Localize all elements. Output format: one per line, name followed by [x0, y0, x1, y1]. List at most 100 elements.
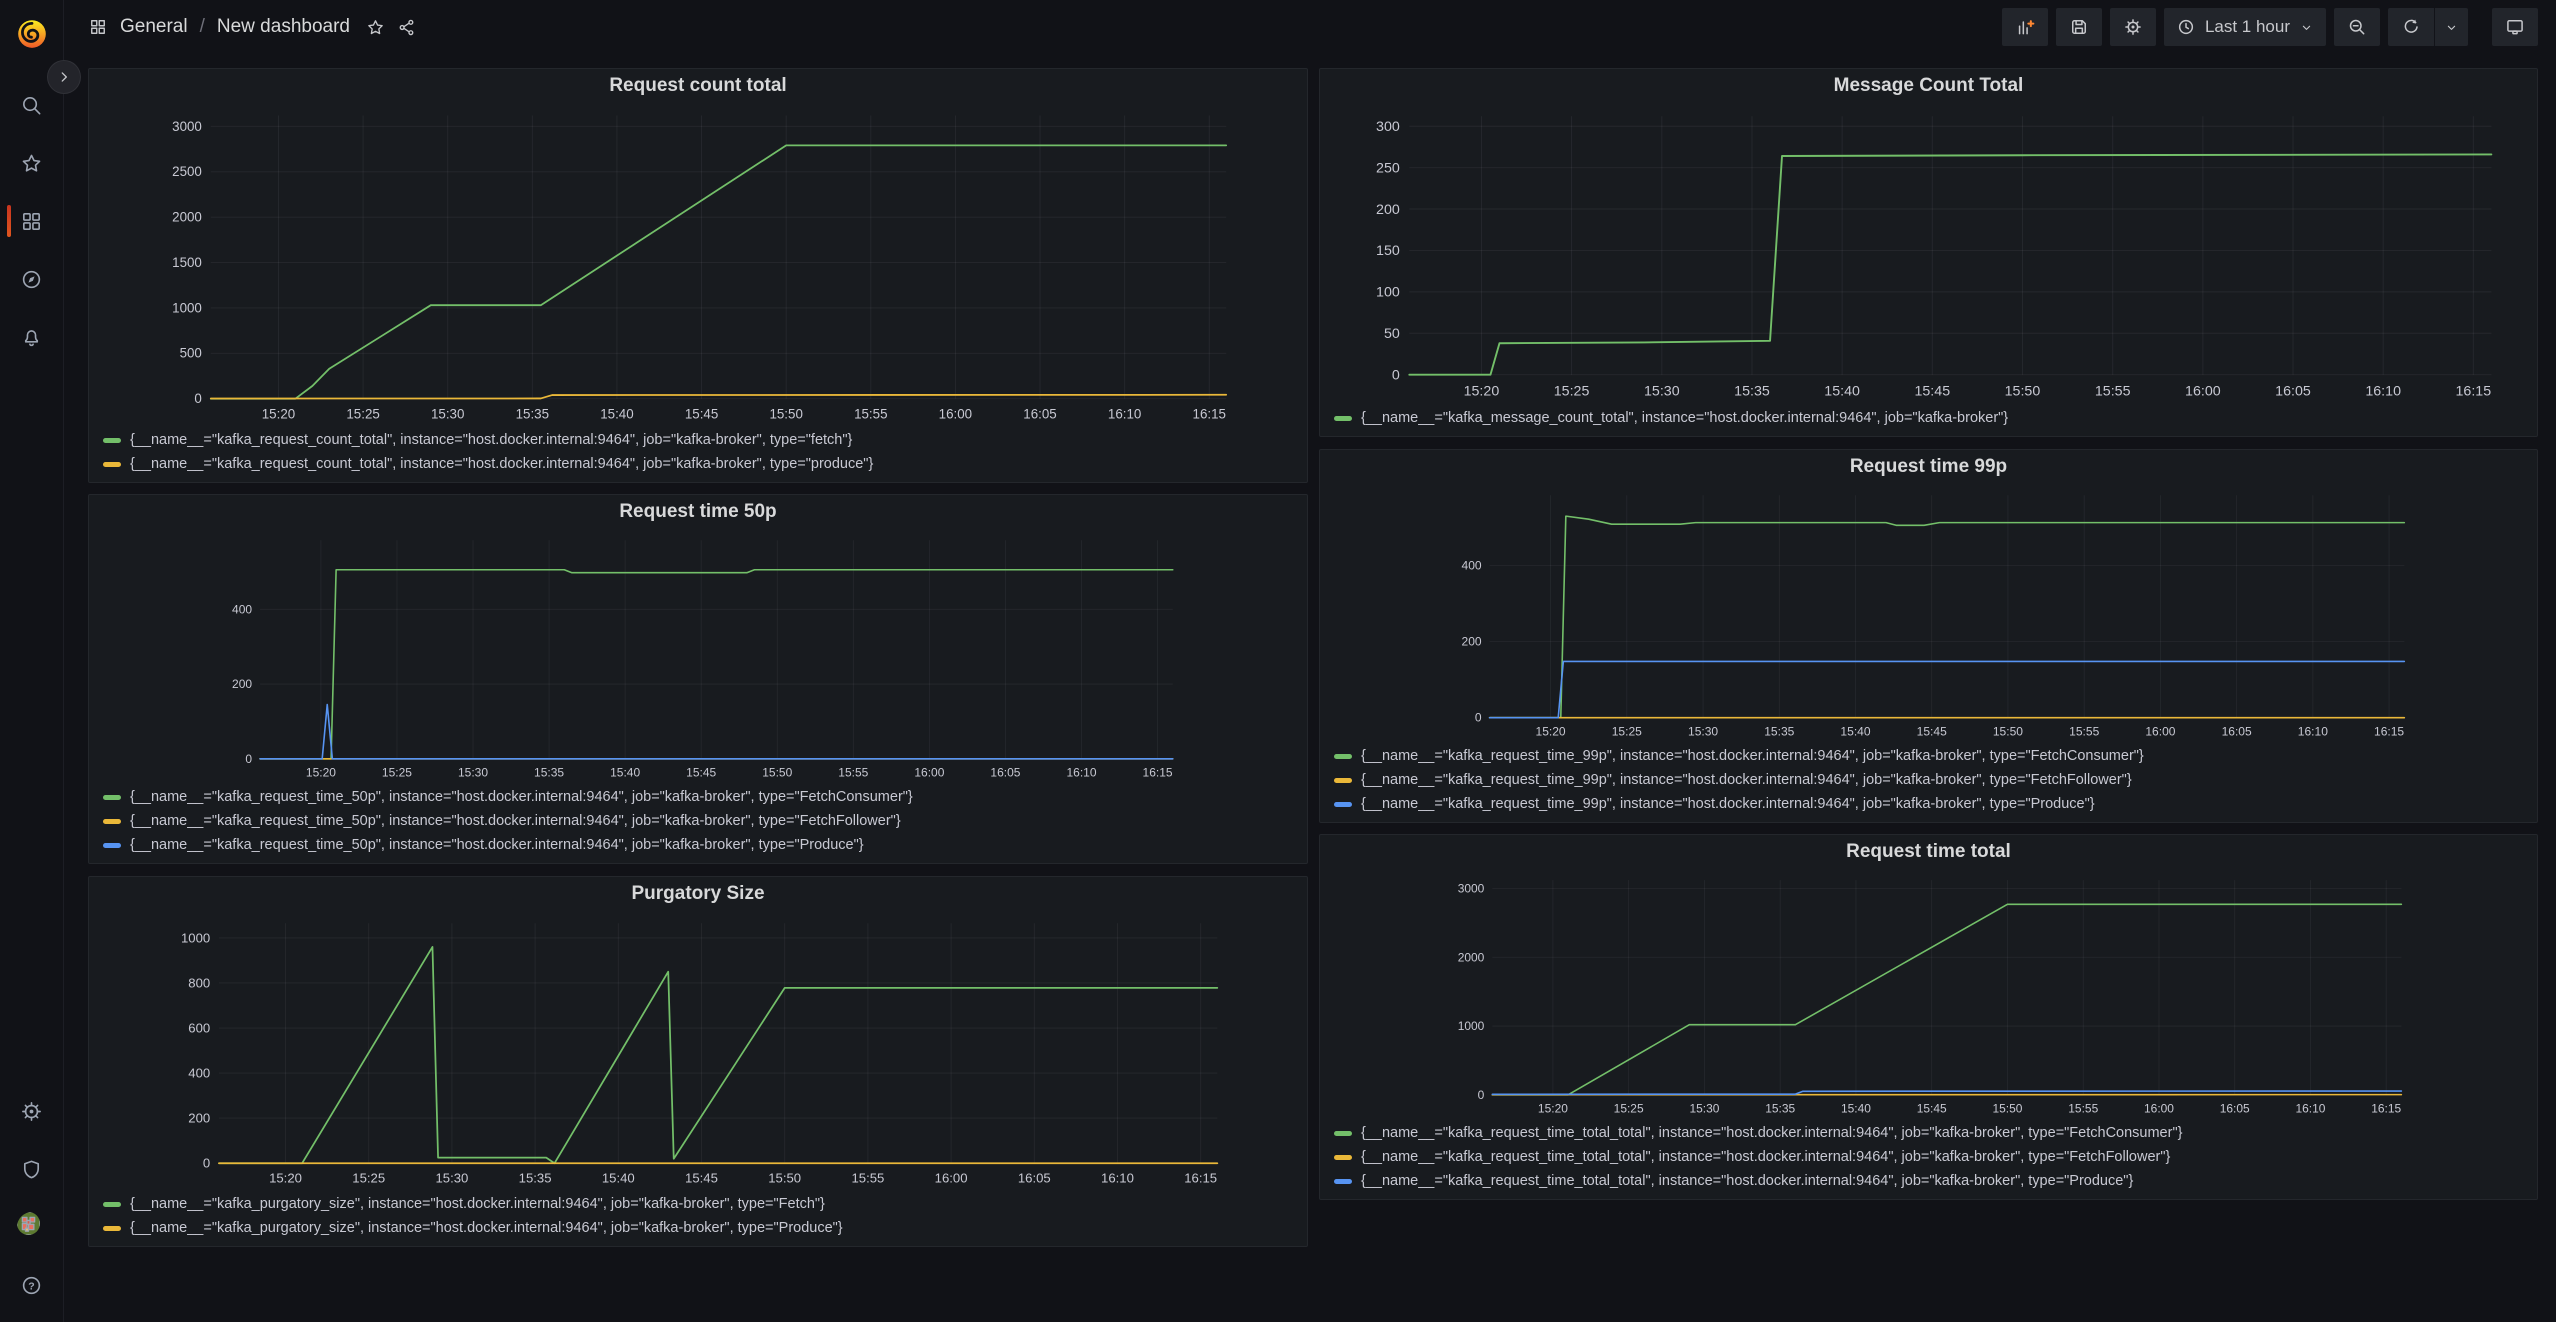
- zoom-out-time-button[interactable]: [2334, 8, 2380, 46]
- series-color-swatch: [103, 437, 121, 443]
- legend-item[interactable]: {__name__="kafka_request_time_total_tota…: [1334, 1173, 2529, 1189]
- svg-text:16:10: 16:10: [2298, 724, 2328, 738]
- svg-text:15:50: 15:50: [762, 765, 792, 779]
- svg-text:16:15: 16:15: [2455, 384, 2491, 400]
- series-color-swatch: [103, 1201, 121, 1207]
- sidebar-item-alerting[interactable]: [0, 308, 64, 366]
- sidebar-item-help[interactable]: ?: [0, 1256, 64, 1314]
- legend-item[interactable]: {__name__="kafka_request_time_99p", inst…: [1334, 772, 2529, 788]
- time-series-chart[interactable]: 0 200 400 15:20 15:25 15:30 15:35 15:40 15:45 15:…: [1320, 484, 2537, 745]
- svg-text:15:20: 15:20: [269, 1170, 302, 1185]
- svg-text:15:30: 15:30: [458, 765, 488, 779]
- svg-text:16:15: 16:15: [1193, 406, 1226, 421]
- time-series-chart[interactable]: 0 200 400 600 800 1000 15:20 15:25 15:30 15:35 15:…: [89, 911, 1307, 1193]
- svg-text:800: 800: [188, 975, 210, 990]
- refresh-button-group: [2388, 8, 2468, 46]
- add-panel-icon: [2018, 20, 2035, 35]
- legend-item[interactable]: {__name__="kafka_purgatory_size", instan…: [103, 1196, 1299, 1212]
- legend-item[interactable]: {__name__="kafka_purgatory_size", instan…: [103, 1220, 1299, 1236]
- svg-text:15:45: 15:45: [1914, 384, 1950, 400]
- legend-item[interactable]: {__name__="kafka_request_time_50p", inst…: [103, 837, 1299, 853]
- time-series-chart[interactable]: 0 200 400 15:20 15:25 15:30 15:35 15:40 15:45 15:…: [89, 529, 1307, 786]
- panel-title[interactable]: Request time 99p: [1849, 456, 2008, 477]
- breadcrumb-separator: /: [199, 16, 205, 37]
- sidebar-item-dashboards[interactable]: [0, 192, 64, 250]
- cycle-view-button[interactable]: [2492, 8, 2538, 46]
- svg-text:2000: 2000: [172, 210, 202, 225]
- series-color-swatch: [103, 818, 121, 824]
- breadcrumb-section[interactable]: General: [120, 16, 188, 37]
- time-series-chart[interactable]: 0 50 100 150 200 250 300 15:20 15:25 15:30 15:35 15…: [1320, 103, 2537, 407]
- legend-item[interactable]: {__name__="kafka_request_time_total_tota…: [1334, 1125, 2529, 1141]
- svg-text:16:15: 16:15: [1143, 765, 1173, 779]
- sidebar-item-search[interactable]: [0, 76, 64, 134]
- refresh-button[interactable]: [2388, 8, 2434, 46]
- svg-text:15:55: 15:55: [851, 1170, 884, 1185]
- svg-text:15:35: 15:35: [1764, 724, 1794, 738]
- legend-item[interactable]: {__name__="kafka_request_count_total", i…: [103, 432, 1299, 448]
- chart-area: 0 200 400 15:20 15:25 15:30 15:35 15:40 15:45 15:…: [1320, 484, 2537, 745]
- panel-legend: {__name__="kafka_request_time_99p", inst…: [1320, 745, 2537, 822]
- svg-text:15:30: 15:30: [1688, 724, 1718, 738]
- time-series-chart[interactable]: 0 1000 2000 3000 15:20 15:25 15:30 15:35 15:40 15…: [1320, 869, 2537, 1122]
- panel-title[interactable]: Purgatory Size: [631, 883, 765, 904]
- grafana-logo[interactable]: [0, 6, 64, 62]
- svg-text:15:55: 15:55: [2095, 384, 2131, 400]
- svg-text:15:50: 15:50: [1993, 724, 2023, 738]
- panel-title[interactable]: Request time 50p: [619, 501, 777, 522]
- sidebar-item-profile[interactable]: [0, 1198, 64, 1256]
- sidebar-item-starred[interactable]: [0, 134, 64, 192]
- svg-text:16:10: 16:10: [2365, 384, 2401, 400]
- svg-text:15:40: 15:40: [1824, 384, 1860, 400]
- legend-label: {__name__="kafka_request_time_50p", inst…: [130, 837, 864, 853]
- svg-text:15:30: 15:30: [1644, 384, 1680, 400]
- legend-item[interactable]: {__name__="kafka_request_time_50p", inst…: [103, 813, 1299, 829]
- svg-text:16:15: 16:15: [1184, 1170, 1217, 1185]
- save-dashboard-button[interactable]: [2055, 8, 2102, 46]
- legend-label: {__name__="kafka_request_time_99p", inst…: [1361, 772, 2132, 788]
- breadcrumb-page-title[interactable]: New dashboard: [216, 16, 350, 37]
- legend-item[interactable]: {__name__="kafka_request_count_total", i…: [103, 456, 1299, 472]
- legend-item[interactable]: {__name__="kafka_request_time_99p", inst…: [1334, 796, 2529, 812]
- svg-text:50: 50: [1384, 326, 1400, 342]
- svg-text:1000: 1000: [1458, 1019, 1485, 1033]
- sidebar-item-server-admin[interactable]: [0, 1140, 64, 1198]
- svg-text:15:50: 15:50: [1992, 1101, 2022, 1115]
- svg-text:3000: 3000: [1458, 881, 1485, 895]
- legend-item[interactable]: {__name__="kafka_request_time_total_tota…: [1334, 1149, 2529, 1165]
- panel-title[interactable]: Request time total: [1846, 841, 2011, 862]
- svg-text:15:25: 15:25: [1614, 1101, 1644, 1115]
- svg-text:16:10: 16:10: [2295, 1101, 2325, 1115]
- chart-area: 0 500 1000 1500 2000 2500 3000 15:20 15:25 15:30 1…: [89, 103, 1307, 429]
- svg-text:15:35: 15:35: [519, 1170, 552, 1185]
- time-series-chart[interactable]: 0 500 1000 1500 2000 2500 3000 15:20 15:25 15:30 1…: [89, 103, 1307, 429]
- legend-item[interactable]: {__name__="kafka_request_time_99p", inst…: [1334, 748, 2529, 764]
- refresh-interval-button[interactable]: [2434, 8, 2468, 46]
- legend-item[interactable]: {__name__="kafka_message_count_total", i…: [1334, 410, 2529, 426]
- svg-text:2000: 2000: [1458, 950, 1485, 964]
- svg-text:15:45: 15:45: [686, 765, 716, 779]
- svg-text:16:00: 16:00: [2144, 1101, 2174, 1115]
- sidebar-expand-button[interactable]: [47, 60, 81, 94]
- svg-text:0: 0: [203, 1156, 210, 1171]
- svg-text:16:10: 16:10: [1101, 1170, 1134, 1185]
- time-range-picker[interactable]: Last 1 hour: [2163, 8, 2326, 46]
- add-panel-button[interactable]: [2001, 8, 2048, 46]
- share-dashboard-button[interactable]: [397, 18, 416, 37]
- chart-area: 0 200 400 15:20 15:25 15:30 15:35 15:40 15:45 15:…: [89, 529, 1307, 786]
- legend-label: {__name__="kafka_request_count_total", i…: [130, 456, 874, 472]
- legend-label: {__name__="kafka_request_time_99p", inst…: [1361, 748, 2144, 764]
- svg-text:400: 400: [232, 602, 252, 616]
- legend-label: {__name__="kafka_message_count_total", i…: [1361, 410, 2009, 426]
- svg-text:600: 600: [188, 1020, 210, 1035]
- legend-item[interactable]: {__name__="kafka_request_time_50p", inst…: [103, 789, 1299, 805]
- dashboard-settings-button[interactable]: [2109, 8, 2156, 46]
- sidebar-item-explore[interactable]: [0, 250, 64, 308]
- star-dashboard-button[interactable]: [366, 18, 385, 37]
- svg-text:250: 250: [1376, 160, 1400, 176]
- legend-label: {__name__="kafka_request_time_50p", inst…: [130, 789, 913, 805]
- panel-legend: {__name__="kafka_request_time_total_tota…: [1320, 1122, 2537, 1199]
- sidebar-item-configuration[interactable]: [0, 1082, 64, 1140]
- panel-title[interactable]: Request count total: [609, 75, 787, 96]
- panel-title[interactable]: Message Count Total: [1833, 75, 2024, 96]
